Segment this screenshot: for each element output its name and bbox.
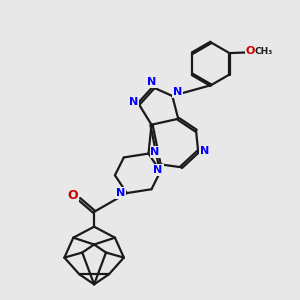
Text: N: N xyxy=(116,188,125,198)
Text: N: N xyxy=(173,87,182,97)
Text: CH₃: CH₃ xyxy=(254,47,272,56)
Text: N: N xyxy=(153,165,163,175)
Text: N: N xyxy=(200,146,209,156)
Text: N: N xyxy=(129,98,138,107)
Text: N: N xyxy=(150,147,160,157)
Text: O: O xyxy=(68,189,78,202)
Text: N: N xyxy=(148,77,157,87)
Text: O: O xyxy=(246,46,255,56)
